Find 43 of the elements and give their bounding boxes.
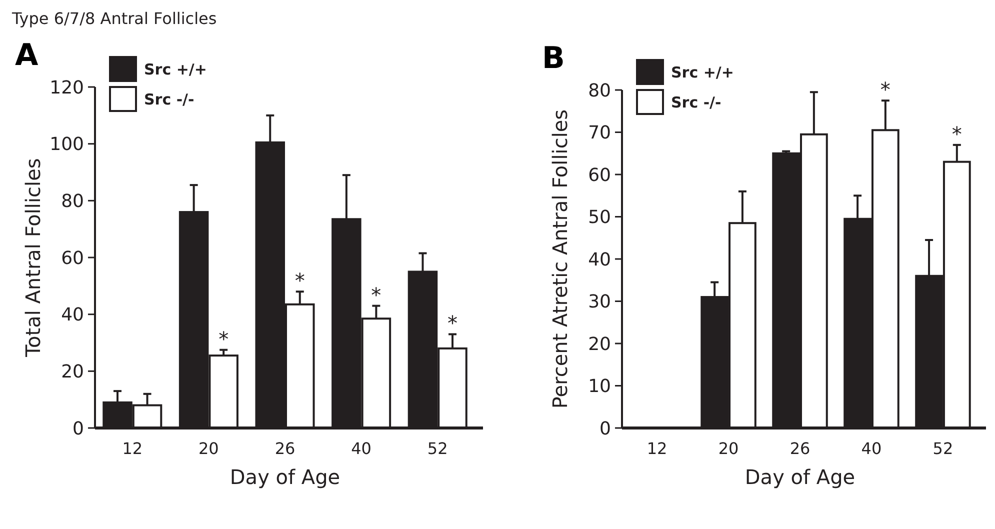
y-tick-label: 10 bbox=[588, 376, 611, 398]
legend-label: Src -/- bbox=[144, 90, 194, 108]
x-tick-label: 26 bbox=[274, 439, 296, 458]
annotation: * bbox=[447, 311, 458, 336]
x-tick-label: 26 bbox=[790, 439, 810, 458]
y-tick-label: 0 bbox=[600, 418, 611, 440]
annotation: * bbox=[952, 122, 962, 146]
annotation: * bbox=[218, 326, 229, 351]
y-axis-title: Total Antral Follicles bbox=[21, 158, 45, 358]
x-tick-label: 20 bbox=[718, 439, 739, 458]
x-tick-label: 20 bbox=[198, 439, 219, 458]
annotation: * bbox=[294, 268, 305, 293]
x-tick-label: 52 bbox=[427, 439, 448, 458]
y-tick-label: 50 bbox=[588, 207, 611, 228]
y-tick-label: 20 bbox=[61, 361, 84, 382]
y-tick-label: 40 bbox=[61, 304, 84, 326]
y-tick-label: 60 bbox=[588, 164, 611, 186]
x-tick-label: 12 bbox=[122, 439, 143, 458]
y-tick-label: 120 bbox=[50, 77, 84, 98]
annotation: * bbox=[880, 78, 890, 102]
y-tick-label: 70 bbox=[588, 122, 611, 144]
legend-label: Src +/+ bbox=[144, 60, 207, 78]
chart-title: B bbox=[542, 41, 565, 76]
legend-label: Src +/+ bbox=[671, 63, 734, 82]
x-axis-title: Day of Age bbox=[230, 465, 340, 489]
x-tick-label: 12 bbox=[646, 439, 668, 458]
y-tick-label: 40 bbox=[588, 249, 611, 270]
annotation: * bbox=[371, 282, 382, 307]
y-tick-label: 20 bbox=[588, 334, 611, 355]
y-tick-label: 80 bbox=[61, 190, 84, 212]
chart-title: A bbox=[15, 38, 39, 73]
text: Type 6/7/8 Antral Follicles bbox=[11, 9, 217, 28]
y-tick-label: 80 bbox=[588, 80, 611, 102]
y-tick-label: 100 bbox=[50, 134, 84, 156]
y-tick-label: 60 bbox=[61, 248, 84, 269]
y-axis-title: Percent Atretic Antral Follicles bbox=[548, 109, 572, 409]
y-tick-label: 0 bbox=[72, 418, 84, 440]
x-tick-label: 40 bbox=[861, 439, 882, 458]
x-tick-label: 52 bbox=[932, 439, 954, 458]
x-axis-title: Day of Age bbox=[744, 465, 856, 489]
y-tick-label: 30 bbox=[588, 292, 611, 313]
x-tick-label: 40 bbox=[351, 439, 372, 458]
legend-label: Src -/- bbox=[671, 93, 722, 112]
